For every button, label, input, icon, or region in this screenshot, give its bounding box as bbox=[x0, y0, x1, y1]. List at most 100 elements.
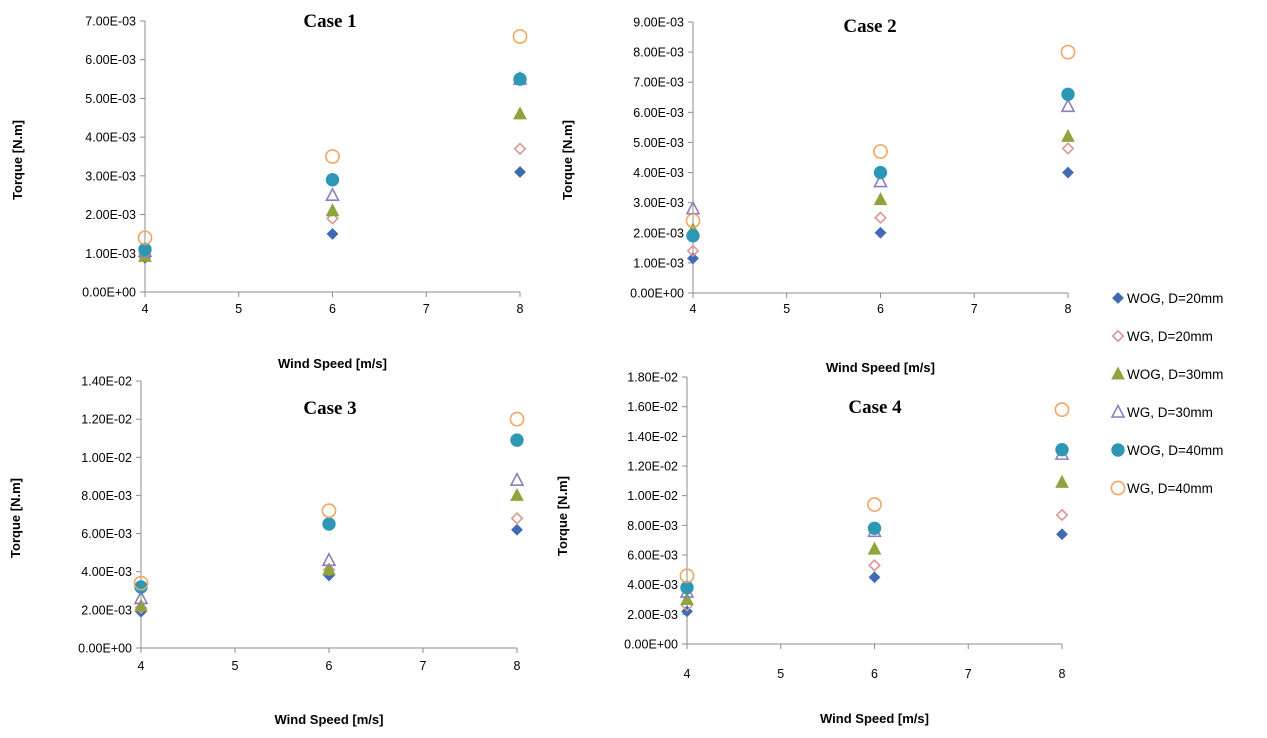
legend-marker bbox=[1110, 403, 1126, 418]
series-3 bbox=[680, 474, 1069, 605]
y-tick-label: 1.60E-02 bbox=[627, 400, 678, 414]
data-point bbox=[873, 165, 888, 180]
data-point bbox=[509, 471, 525, 486]
data-point bbox=[867, 541, 882, 555]
legend-marker bbox=[1110, 480, 1126, 496]
y-tick-label: 0.00E+00 bbox=[82, 286, 136, 300]
chart-case-2: 0.00E+00 1.00E-03 2.00E-03 3.00E-03 4.00E-03… bbox=[560, 16, 1076, 375]
data-point bbox=[873, 173, 888, 188]
series-6 bbox=[137, 29, 528, 246]
series-4 bbox=[133, 471, 525, 605]
x-tick-label: 8 bbox=[1065, 302, 1072, 316]
series-3 bbox=[134, 487, 524, 612]
x-tick-label: 8 bbox=[514, 659, 521, 673]
y-tick-label: 1.00E-03 bbox=[85, 247, 136, 261]
y-tick-label: 6.00E-03 bbox=[627, 549, 678, 563]
legend-item: WOG, D=30mm bbox=[1111, 366, 1223, 382]
y-tick-label: 6.00E-03 bbox=[81, 527, 132, 541]
data-point bbox=[1061, 142, 1075, 155]
data-point bbox=[138, 242, 152, 257]
data-point bbox=[1060, 44, 1076, 60]
x-tick-label: 7 bbox=[971, 302, 978, 316]
legend-item: WG, D=20mm bbox=[1111, 329, 1213, 344]
series-6 bbox=[679, 402, 1070, 584]
y-tick-label: 0.00E+00 bbox=[624, 638, 678, 652]
y-axis-label: Torque [N.m] bbox=[560, 120, 575, 200]
x-tick-label: 6 bbox=[326, 659, 333, 673]
data-point bbox=[321, 503, 337, 519]
data-point bbox=[322, 517, 336, 531]
data-point bbox=[680, 591, 694, 605]
x-tick-label: 4 bbox=[138, 659, 145, 673]
legend-label: WOG, D=20mm bbox=[1127, 291, 1223, 306]
y-tick-label: 0.00E+00 bbox=[78, 642, 132, 656]
data-point bbox=[679, 568, 695, 584]
y-tick-label: 3.00E-03 bbox=[85, 169, 136, 183]
y-tick-label: 1.40E-02 bbox=[81, 375, 132, 389]
data-point bbox=[680, 580, 694, 595]
x-axis-label: Wind Speed [m/s] bbox=[278, 356, 387, 371]
x-tick-label: 8 bbox=[517, 302, 524, 316]
x-tick-label: 7 bbox=[423, 302, 430, 316]
y-tick-label: 1.80E-02 bbox=[627, 371, 678, 385]
legend-label: WG, D=20mm bbox=[1127, 329, 1213, 344]
y-tick-label: 1.20E-02 bbox=[627, 460, 678, 474]
x-tick-label: 8 bbox=[1059, 667, 1066, 681]
y-tick-label: 4.00E-03 bbox=[633, 166, 684, 180]
data-point bbox=[686, 244, 700, 258]
series-5 bbox=[134, 433, 524, 594]
data-point bbox=[868, 559, 881, 572]
data-point bbox=[510, 487, 524, 501]
legend-label: WOG, D=30mm bbox=[1127, 367, 1223, 382]
legend-label: WG, D=40mm bbox=[1127, 481, 1213, 496]
data-point bbox=[511, 523, 523, 536]
data-point bbox=[134, 580, 148, 594]
data-point bbox=[513, 72, 527, 86]
legend-marker bbox=[1112, 292, 1124, 304]
data-point bbox=[510, 433, 524, 447]
x-tick-label: 7 bbox=[965, 667, 972, 681]
y-tick-label: 8.00E-03 bbox=[81, 489, 132, 503]
data-point bbox=[326, 212, 339, 225]
data-point bbox=[867, 521, 882, 535]
legend-item: WOG, D=20mm bbox=[1112, 291, 1223, 306]
y-tick-label: 8.00E-03 bbox=[627, 519, 678, 533]
series-1 bbox=[687, 166, 1074, 265]
data-point bbox=[868, 571, 881, 584]
x-tick-label: 4 bbox=[684, 667, 691, 681]
chart-title: Case 2 bbox=[843, 16, 896, 37]
y-tick-label: 2.00E-03 bbox=[627, 608, 678, 622]
data-point bbox=[325, 203, 340, 217]
chart-case-1: 0.00E+00 1.00E-03 2.00E-03 3.00E-03 4.00E-03… bbox=[10, 11, 528, 371]
series-5 bbox=[138, 72, 527, 257]
y-tick-label: 1.40E-02 bbox=[627, 430, 678, 444]
y-tick-label: 0.00E+00 bbox=[630, 287, 684, 301]
y-tick-label: 9.00E-03 bbox=[633, 16, 684, 30]
x-tick-label: 6 bbox=[877, 302, 884, 316]
x-tick-label: 5 bbox=[232, 659, 239, 673]
data-point bbox=[1061, 87, 1075, 101]
legend-marker bbox=[1111, 443, 1125, 457]
data-point bbox=[1062, 166, 1074, 179]
data-point bbox=[321, 552, 337, 567]
data-point bbox=[874, 211, 887, 225]
y-tick-label: 2.00E-03 bbox=[85, 208, 136, 222]
data-point bbox=[1056, 528, 1068, 541]
legend: WOG, D=20mm WG, D=20mm WOG, D=30mm WG, D=30… bbox=[1110, 291, 1223, 496]
data-point bbox=[687, 252, 699, 265]
series-2 bbox=[138, 142, 527, 260]
y-tick-label: 6.00E-03 bbox=[633, 106, 684, 120]
data-point bbox=[867, 497, 882, 512]
series-5 bbox=[680, 442, 1069, 595]
legend-label: WG, D=30mm bbox=[1127, 405, 1213, 420]
legend-item: WOG, D=40mm bbox=[1111, 443, 1223, 458]
y-tick-label: 1.00E-03 bbox=[633, 256, 684, 270]
chart-title: Case 1 bbox=[303, 11, 356, 32]
data-point bbox=[322, 562, 336, 576]
data-point bbox=[133, 590, 149, 605]
x-axis-label: Wind Speed [m/s] bbox=[275, 712, 384, 727]
y-axis-label: Torque [N.m] bbox=[8, 478, 23, 558]
data-point bbox=[1055, 508, 1069, 522]
data-point bbox=[512, 29, 528, 44]
